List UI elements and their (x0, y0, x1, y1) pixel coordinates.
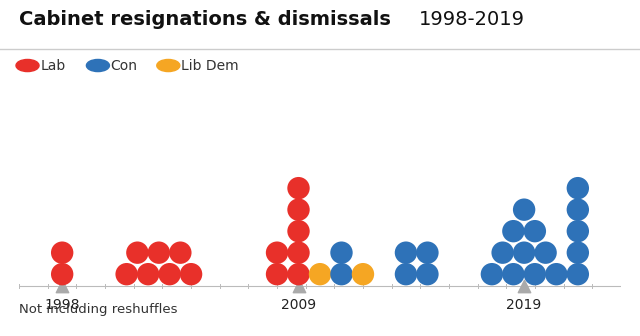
Point (540, 250, 550, 255)
Point (154, 250, 164, 255)
Text: Cabinet resignations & dismissals: Cabinet resignations & dismissals (19, 10, 391, 29)
Point (122, 271, 132, 277)
Text: 1998-2019: 1998-2019 (419, 10, 525, 29)
Point (293, 207, 303, 212)
Point (57, 283, 67, 289)
Text: 2019: 2019 (506, 298, 541, 312)
Point (293, 228, 303, 234)
Point (315, 271, 325, 277)
Point (487, 271, 497, 277)
Point (272, 271, 282, 277)
Text: Not including reshuffles: Not including reshuffles (19, 303, 178, 316)
Text: Con: Con (111, 58, 138, 73)
Point (164, 271, 175, 277)
Point (530, 271, 540, 277)
Point (401, 250, 411, 255)
Point (293, 283, 303, 289)
Point (175, 250, 186, 255)
Point (508, 271, 518, 277)
Point (337, 271, 347, 277)
Point (422, 271, 433, 277)
Text: Lib Dem: Lib Dem (181, 58, 239, 73)
Point (573, 250, 583, 255)
Point (530, 228, 540, 234)
Point (519, 283, 529, 289)
Text: 2009: 2009 (281, 298, 316, 312)
Point (186, 271, 196, 277)
Point (573, 271, 583, 277)
Point (293, 250, 303, 255)
Point (519, 250, 529, 255)
Point (573, 207, 583, 212)
Point (497, 250, 508, 255)
Point (573, 185, 583, 191)
Point (143, 271, 153, 277)
Point (508, 228, 518, 234)
Point (422, 250, 433, 255)
Point (337, 250, 347, 255)
Text: Lab: Lab (40, 58, 65, 73)
Text: 1998: 1998 (44, 298, 80, 312)
Point (57, 250, 67, 255)
Point (519, 207, 529, 212)
Point (293, 185, 303, 191)
Point (401, 271, 411, 277)
Point (57, 271, 67, 277)
Point (551, 271, 561, 277)
Point (573, 228, 583, 234)
Point (293, 271, 303, 277)
Point (132, 250, 143, 255)
Point (358, 271, 368, 277)
Point (272, 250, 282, 255)
Text: PA: PA (578, 298, 603, 317)
